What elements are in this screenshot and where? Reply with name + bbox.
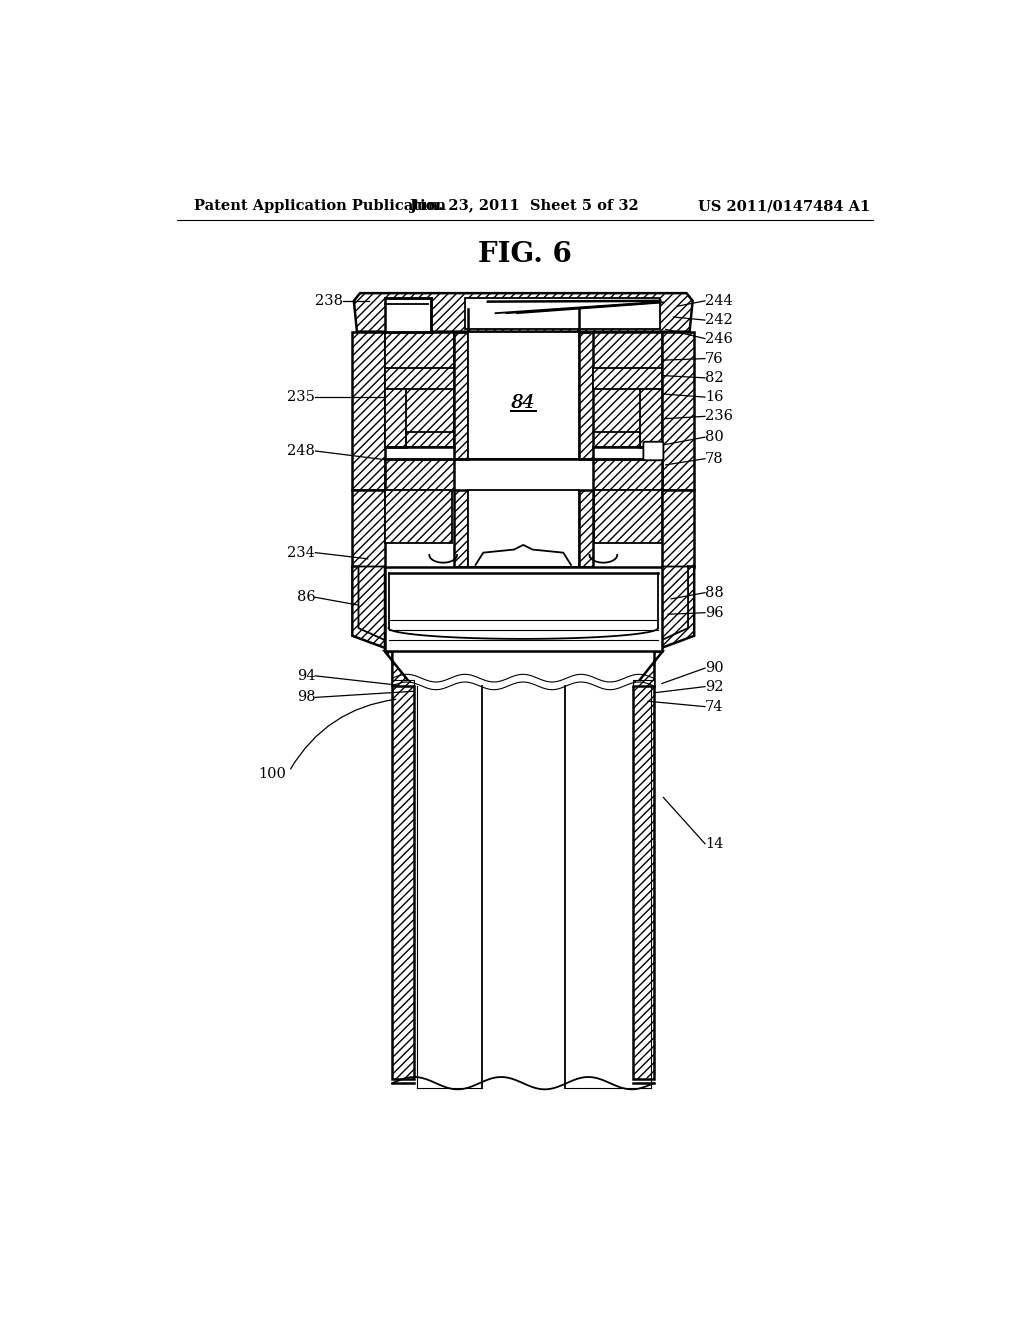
Polygon shape [654, 566, 688, 651]
Bar [662, 331, 694, 490]
Bar [579, 331, 593, 459]
Bar [594, 490, 662, 544]
Text: 236: 236 [705, 409, 733, 424]
Bar [468, 331, 579, 459]
Bar [385, 368, 454, 389]
Bar [662, 490, 694, 566]
Text: 88: 88 [705, 586, 724, 599]
Text: 234: 234 [288, 545, 315, 560]
Polygon shape [352, 566, 394, 651]
Bar [385, 459, 454, 490]
Bar [454, 331, 468, 459]
Text: 235: 235 [288, 391, 315, 404]
Bar [385, 389, 407, 447]
Bar [465, 298, 660, 329]
Bar [643, 573, 658, 620]
Text: 84: 84 [512, 395, 535, 412]
Text: 94: 94 [297, 669, 315, 682]
Polygon shape [385, 651, 413, 686]
Bar [388, 573, 403, 620]
Text: 96: 96 [705, 606, 724, 619]
Text: FIG. 6: FIG. 6 [478, 242, 571, 268]
Text: 74: 74 [705, 700, 724, 714]
Bar [385, 298, 431, 331]
Text: 100: 100 [258, 767, 286, 781]
Text: 80: 80 [705, 430, 724, 444]
Text: 16: 16 [705, 391, 724, 404]
Bar [593, 331, 662, 447]
Polygon shape [358, 566, 392, 651]
Text: 248: 248 [288, 444, 315, 458]
Text: 14: 14 [705, 837, 723, 850]
Bar [640, 389, 662, 447]
Text: 90: 90 [705, 661, 724, 675]
Bar [385, 566, 662, 651]
Text: 242: 242 [705, 313, 733, 327]
Text: 86: 86 [297, 590, 315, 605]
Text: 244: 244 [705, 294, 733, 308]
Text: Jun. 23, 2011  Sheet 5 of 32: Jun. 23, 2011 Sheet 5 of 32 [411, 199, 639, 213]
Bar [392, 680, 414, 692]
Bar [385, 331, 454, 447]
Text: Patent Application Publication: Patent Application Publication [194, 199, 445, 213]
Bar [593, 368, 662, 389]
Bar [633, 686, 654, 1078]
Bar [385, 490, 453, 544]
Text: 84: 84 [511, 395, 536, 412]
Bar [454, 490, 468, 566]
Polygon shape [652, 566, 694, 651]
Bar [593, 459, 662, 490]
Text: 246: 246 [705, 331, 733, 346]
Text: 78: 78 [705, 451, 724, 466]
Bar [633, 680, 654, 692]
Bar [579, 490, 593, 566]
Bar [352, 490, 385, 566]
Bar [468, 490, 579, 566]
Bar [392, 686, 414, 1078]
Text: 76: 76 [705, 351, 724, 366]
FancyBboxPatch shape [643, 442, 664, 461]
Text: 82: 82 [705, 371, 724, 385]
Text: 98: 98 [297, 690, 315, 705]
Polygon shape [354, 293, 692, 331]
Polygon shape [634, 651, 662, 686]
Bar [352, 331, 385, 490]
Text: US 2011/0147484 A1: US 2011/0147484 A1 [697, 199, 869, 213]
Text: 238: 238 [315, 294, 343, 308]
Text: 92: 92 [705, 680, 724, 693]
